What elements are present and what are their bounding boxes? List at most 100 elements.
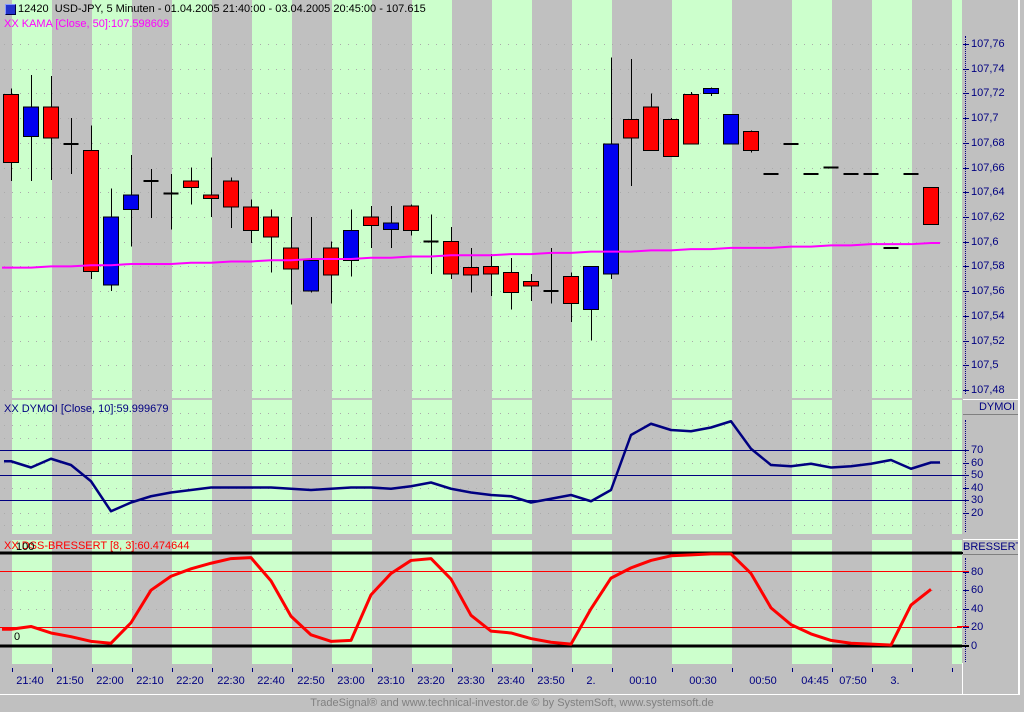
candlestick (923, 186, 939, 225)
time-axis-label: 22:40 (257, 675, 285, 687)
candlestick (283, 247, 299, 270)
time-axis-label: 23:00 (337, 675, 365, 687)
time-axis-label: 3. (890, 675, 900, 687)
candlestick (563, 275, 579, 305)
session-stripe (12, 540, 52, 664)
price-axis-label: 107,76 (971, 38, 1005, 50)
bressert-axis-tick (963, 590, 969, 591)
candlestick (503, 272, 519, 293)
session-stripe (332, 400, 372, 534)
session-stripe (672, 400, 732, 534)
time-axis-tick (492, 668, 493, 672)
time-axis-tick (912, 668, 913, 672)
session-stripe (572, 400, 612, 534)
price-axis-tick (963, 44, 969, 45)
window-title: 12420 USD-JPY, 5 Minuten - 01.04.2005 21… (18, 3, 426, 15)
bressert-axis-tick (963, 609, 969, 610)
candlestick (723, 113, 739, 145)
kama-line (2, 241, 940, 269)
bressert-axis-spine (965, 558, 966, 662)
dss-bressert-indicator-pane[interactable] (0, 540, 962, 664)
dymoi-pane-header[interactable]: DYMOI (963, 399, 1018, 415)
time-axis-label: 23:10 (377, 675, 405, 687)
time-axis-label: 22:00 (96, 675, 124, 687)
candlestick (363, 216, 379, 227)
price-axis-tick (963, 192, 969, 193)
price-axis-tick (963, 316, 969, 317)
price-axis-label: 107,62 (971, 211, 1005, 223)
time-axis-label: 21:40 (16, 675, 44, 687)
candlestick (743, 131, 759, 151)
dss-bressert-line (2, 552, 932, 647)
time-axis-label: 23:30 (457, 675, 485, 687)
session-stripe (172, 400, 212, 534)
dymoi-axis-label: 60 (971, 457, 984, 469)
time-axis-label: 00:50 (749, 675, 777, 687)
candlestick (183, 180, 199, 188)
time-axis-tick (52, 668, 53, 672)
time-axis-tick (292, 668, 293, 672)
time-axis-tick (612, 668, 613, 672)
candlestick (43, 106, 59, 139)
session-stripe (252, 400, 292, 534)
session-stripe (332, 0, 372, 398)
footer-credits: TradeSignal® and www.technical-investor.… (310, 697, 714, 709)
candlestick (403, 205, 419, 232)
time-axis-tick (172, 668, 173, 672)
bressert-level-tick (957, 645, 969, 647)
price-axis-tick (963, 118, 969, 119)
dymoi-indicator-label: XX DYMOI [Close, 10]:59.999679 (4, 403, 169, 415)
time-axis-tick (732, 668, 733, 672)
candlestick (523, 280, 539, 287)
bressert-level-tick (957, 571, 969, 572)
session-stripe (412, 0, 452, 398)
price-axis-tick (963, 242, 969, 243)
candlestick (603, 143, 619, 275)
time-axis-tick (132, 668, 133, 672)
time-axis-label: 23:40 (497, 675, 525, 687)
price-axis-tick (963, 390, 969, 391)
time-axis-tick (572, 668, 573, 672)
time-axis-label: 22:20 (176, 675, 204, 687)
candlestick (663, 118, 679, 157)
candlestick (103, 216, 119, 286)
bressert-100-label: 100 (16, 541, 35, 553)
price-candlestick-pane[interactable] (0, 0, 962, 398)
session-stripe (792, 540, 832, 664)
price-axis-label: 107,58 (971, 260, 1005, 272)
time-axis-label: 23:50 (537, 675, 565, 687)
time-axis-tick (452, 668, 453, 672)
time-axis-tick (332, 668, 333, 672)
time-axis-label: 00:10 (629, 675, 657, 687)
time-axis-label: 23:20 (417, 675, 445, 687)
session-stripe (252, 540, 292, 664)
price-axis-label: 107,72 (971, 87, 1005, 99)
candlestick (323, 247, 339, 276)
price-axis-tick (963, 266, 969, 267)
bressert-axis-tick (963, 627, 969, 628)
bressert-pane-header[interactable]: BRESSERT (963, 539, 1018, 555)
price-axis-tick (963, 93, 969, 94)
price-axis-tick (963, 69, 969, 70)
bressert-axis-label: 40 (971, 603, 984, 615)
price-axis-label: 107,74 (971, 63, 1005, 75)
time-axis-tick (252, 668, 253, 672)
price-axis-tick (963, 217, 969, 218)
dymoi-indicator-pane[interactable] (0, 400, 962, 534)
price-axis-label: 107,48 (971, 384, 1005, 396)
time-axis-tick (412, 668, 413, 672)
time-axis-label: 21:50 (56, 675, 84, 687)
time-axis-tick (372, 668, 373, 672)
candlestick (3, 94, 19, 164)
dymoi-axis-label: 20 (971, 507, 984, 519)
candlestick (343, 230, 359, 261)
window-menu-icon[interactable] (5, 4, 16, 15)
price-axis-tick (963, 341, 969, 342)
candlestick (703, 87, 719, 94)
time-axis-tick (672, 668, 673, 672)
kama-indicator-label: XX KAMA [Close, 50]:107.598609 (4, 18, 170, 30)
time-axis-tick (832, 668, 833, 672)
price-axis-label: 107,6 (971, 236, 999, 248)
bressert-axis-label: 20 (971, 621, 984, 633)
